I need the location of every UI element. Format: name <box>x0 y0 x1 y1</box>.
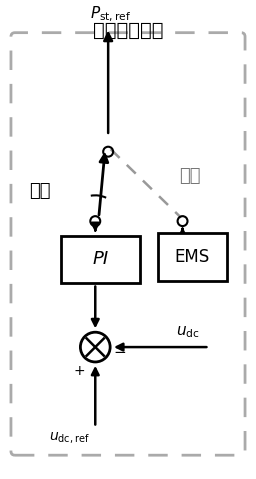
Text: 并网: 并网 <box>179 168 201 185</box>
Text: $\mathit{u}_{\mathrm{dc,ref}}$: $\mathit{u}_{\mathrm{dc,ref}}$ <box>49 432 90 446</box>
FancyBboxPatch shape <box>158 233 227 281</box>
FancyBboxPatch shape <box>61 236 140 283</box>
Text: $\mathit{P}_{\mathrm{st,ref}}$: $\mathit{P}_{\mathrm{st,ref}}$ <box>90 4 132 24</box>
Text: 孤岛: 孤岛 <box>29 182 50 200</box>
Text: +: + <box>73 364 85 378</box>
Text: −: − <box>113 344 126 360</box>
Text: 储能电池控制: 储能电池控制 <box>93 21 163 40</box>
Circle shape <box>80 332 110 362</box>
Text: $\mathit{u}_{\mathrm{dc}}$: $\mathit{u}_{\mathrm{dc}}$ <box>176 324 199 340</box>
Text: PI: PI <box>92 251 108 268</box>
Text: EMS: EMS <box>175 248 210 266</box>
